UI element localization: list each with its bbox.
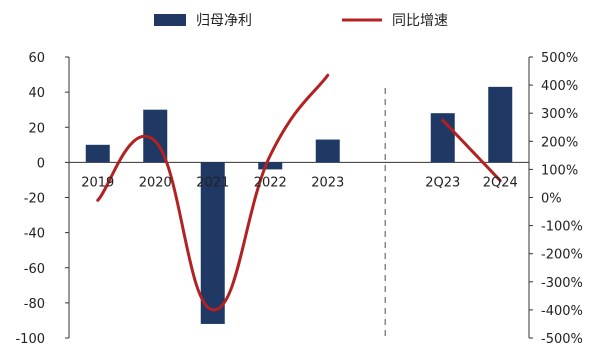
right-tick-label: 0%: [541, 192, 562, 207]
x-tick-label-2021: 2021: [196, 175, 229, 190]
x-tick-label-2Q23: 2Q23: [425, 175, 460, 190]
growth-line-segment-1: [96, 73, 330, 312]
legend-swatch-bar: [154, 14, 186, 26]
bar-2023: [315, 139, 340, 163]
right-tick-label: 300%: [541, 107, 578, 122]
bar-2022: [258, 162, 283, 170]
right-tick-label: 100%: [541, 163, 578, 178]
legend: 归母净利 同比增速: [154, 12, 448, 29]
right-tick-label: 400%: [541, 79, 578, 94]
bar-2021: [200, 162, 225, 324]
right-tick-label: -300%: [541, 276, 583, 291]
x-tick-label-2019: 2019: [81, 175, 114, 190]
left-tick-label: -80: [24, 297, 45, 312]
right-tick-label: -400%: [541, 304, 583, 319]
left-tick-label: -60: [24, 262, 45, 277]
bars: [85, 86, 513, 324]
growth-line: [96, 73, 502, 312]
left-tick-label: -100: [15, 332, 45, 345]
axes: 60 40 20 0 -20 -40 -60 -80 -100 500% 400% 300% 200% 1…: [15, 51, 582, 345]
left-tick-label: 40: [28, 86, 45, 101]
right-tick-label: -200%: [541, 248, 583, 263]
right-tick-label: 200%: [541, 135, 578, 150]
bar-2019: [85, 144, 110, 163]
legend-label-line: 同比增速: [392, 13, 448, 29]
right-tick-label: -500%: [541, 332, 583, 345]
left-tick-label: 0: [37, 156, 45, 171]
legend-label-bar: 归母净利: [196, 12, 252, 29]
left-tick-label: -40: [24, 227, 45, 242]
x-tick-label-2Q24: 2Q24: [483, 175, 518, 190]
right-tick-label: -100%: [541, 220, 583, 235]
left-tick-label: 20: [28, 121, 45, 136]
left-tick-label: 60: [28, 51, 45, 66]
growth-line-segment-2: [441, 118, 502, 183]
right-tick-label: 500%: [541, 51, 578, 66]
x-tick-labels: 2019 2020 2021 2022 2023 2Q23 2Q24: [81, 175, 518, 190]
bar-2Q24: [488, 86, 513, 163]
left-tick-label: -20: [24, 192, 45, 207]
x-tick-label-2023: 2023: [311, 175, 344, 190]
x-tick-label-2020: 2020: [139, 175, 172, 190]
x-tick-label-2022: 2022: [254, 175, 287, 190]
